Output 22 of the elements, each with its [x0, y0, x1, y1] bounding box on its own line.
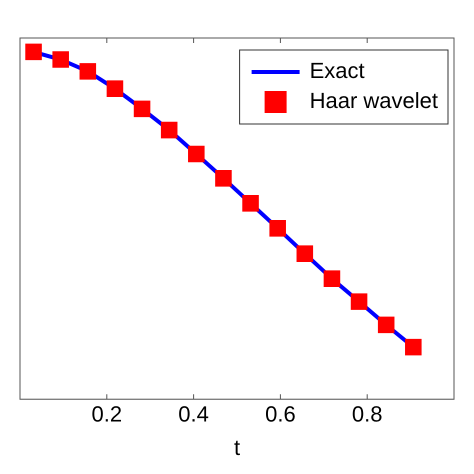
point — [80, 63, 96, 80]
point — [405, 338, 422, 356]
point — [52, 51, 69, 68]
legend-label: Exact — [310, 58, 365, 84]
x-tick-label: 0.6 — [265, 401, 296, 426]
point — [378, 316, 394, 334]
point — [269, 220, 286, 237]
x-tick-label: 0.8 — [352, 401, 382, 426]
point — [106, 80, 124, 97]
point — [215, 170, 232, 187]
point — [242, 195, 259, 212]
point — [324, 270, 340, 287]
x-tick-label: 0.4 — [178, 401, 209, 426]
x-tick-label: 0.2 — [92, 401, 122, 426]
point — [296, 245, 314, 262]
point — [188, 146, 205, 162]
point — [350, 293, 368, 310]
point — [134, 100, 150, 118]
point — [25, 44, 42, 60]
legend-label: Haar wavelet — [310, 88, 438, 114]
point — [160, 122, 178, 138]
x-axis-title: t — [234, 434, 240, 460]
